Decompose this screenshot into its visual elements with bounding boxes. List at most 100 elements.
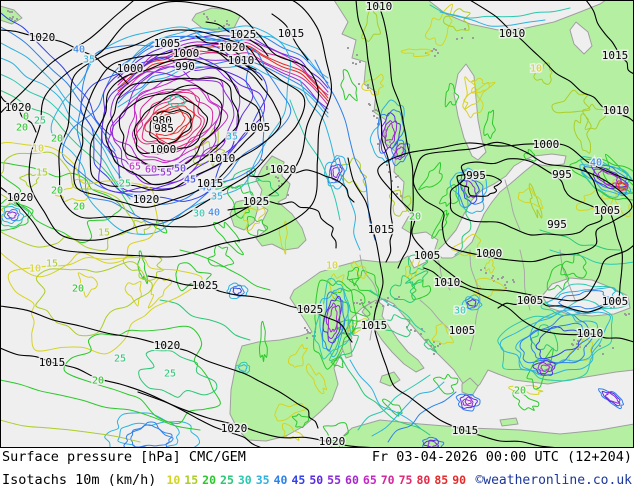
pressure-label: 1020 — [5, 101, 32, 114]
isotach-label: 40 — [208, 208, 220, 219]
pressure-label: 1015 — [361, 319, 388, 332]
isotach-label: 25 — [114, 354, 126, 365]
isotach-scale-value: 45 — [291, 473, 306, 487]
weather-map: 40 35 0 20 25 20 10 15 20 20 25 65 60 55 50 45 40 35 30 40 3… — [0, 0, 634, 463]
isotach-scale-value: 70 — [380, 473, 395, 487]
isotach-label: 65 — [129, 162, 141, 173]
pressure-label: 1005 — [602, 295, 629, 308]
isotach-scale-value: 75 — [398, 473, 413, 487]
pressure-label: 1025 — [243, 195, 270, 208]
pressure-label: 1020 — [29, 31, 56, 44]
pressure-label: 1010 — [499, 27, 526, 40]
isotach-label: 40 — [590, 158, 602, 169]
isotach-scale-value: 50 — [309, 473, 324, 487]
pressure-label: 1020 — [319, 435, 346, 448]
isotach-label: 0 — [23, 112, 29, 123]
pressure-label: 1015 — [602, 49, 629, 62]
isotach-color-scale: 10 15 20 25 30 35 40 45 50 55 60 65 70 75 80 85 90 — [166, 473, 466, 488]
isotach-scale-value: 25 — [220, 473, 234, 487]
isotach-label: 35 — [211, 192, 223, 203]
pressure-label: 1005 — [594, 204, 621, 217]
isotach-label: 10 — [29, 264, 41, 275]
isotach-label: 15 — [46, 259, 58, 270]
pressure-label: 1020 — [154, 339, 181, 352]
isotach-label: 35 — [226, 132, 238, 143]
valid-datetime: Fr 03-04-2026 00:00 UTC (12+204) — [371, 449, 632, 465]
pressure-label: 1010 — [603, 104, 630, 117]
pressure-label: 1015 — [452, 424, 479, 437]
isotach-label: 50 — [174, 164, 186, 175]
isotach-label: 30 — [193, 209, 205, 220]
pressure-title: Surface pressure [hPa] CMC/GEM — [2, 449, 246, 465]
isotach-label: 45 — [184, 175, 196, 186]
isotach-label: 20 — [409, 212, 421, 223]
pressure-label: 1025 — [192, 279, 219, 292]
pressure-label: 1000 — [533, 138, 560, 151]
pressure-label: 1000 — [173, 47, 200, 60]
isotach-scale-value: 20 — [202, 473, 217, 487]
isotach-label: 20 — [72, 284, 84, 295]
pressure-label: 1020 — [7, 191, 34, 204]
isotach-scale-value: 40 — [273, 473, 288, 487]
isotach-scale-value: 10 — [166, 473, 181, 487]
isotach-scale-value: 15 — [184, 473, 199, 487]
pressure-label: 1015 — [278, 27, 305, 40]
isotach-label: 15 — [36, 168, 48, 179]
pressure-label: 990 — [175, 60, 195, 73]
isotach-scale-value: 30 — [237, 473, 252, 487]
copyright: ©weatheronline.co.uk — [475, 473, 632, 488]
isotach-label: 60 — [145, 165, 157, 176]
pressure-label: 995 — [552, 168, 572, 181]
legend-bar: Surface pressure [hPa] CMC/GEM Fr 03-04-… — [0, 448, 634, 490]
isotach-scale-value: 80 — [416, 473, 431, 487]
isotach-label: 25 — [119, 179, 131, 190]
pressure-label: 1005 — [449, 324, 476, 337]
pressure-label: 1020 — [133, 193, 160, 206]
isotach-label: 20 — [16, 123, 28, 134]
pressure-label: 980 — [152, 114, 172, 127]
pressure-label: 1000 — [117, 62, 144, 75]
isotach-label: 10 — [326, 261, 338, 272]
pressure-label: 1025 — [297, 303, 324, 316]
pressure-label: 1005 — [244, 121, 271, 134]
pressure-label: 1010 — [577, 327, 604, 340]
pressure-label: 1000 — [150, 143, 177, 156]
isotach-label: 40 — [200, 183, 212, 194]
pressure-label: 995 — [547, 218, 567, 231]
isotach-scale-value: 90 — [452, 473, 467, 487]
pressure-label: 1010 — [366, 0, 393, 13]
isotach-label: 25 — [34, 116, 46, 127]
pressure-label: 1005 — [154, 37, 181, 50]
pressure-label: 1020 — [219, 41, 246, 54]
pressure-label: 1015 — [368, 223, 395, 236]
pressure-label: 1025 — [230, 28, 257, 41]
isotach-scale-value: 85 — [434, 473, 449, 487]
isotach-label: 20 — [51, 134, 63, 145]
isotach-label: 15 — [98, 228, 110, 239]
pressure-label: 995 — [466, 169, 486, 182]
pressure-label: 1010 — [434, 276, 461, 289]
isotach-label: 20 — [514, 386, 526, 397]
isotach-label: 25 — [164, 369, 176, 380]
isotach-scale-value: 55 — [327, 473, 342, 487]
isotach-label: 55 — [160, 168, 172, 179]
pressure-label: 1000 — [476, 247, 503, 260]
pressure-label: 1020 — [221, 422, 248, 435]
pressure-label: 1005 — [414, 249, 441, 262]
isotach-label: 10 — [32, 144, 44, 155]
pressure-label: 1015 — [39, 356, 66, 369]
isotach-label: 40 — [73, 45, 85, 56]
isotach-label: 30 — [454, 306, 466, 317]
isotach-label: 35 — [83, 55, 95, 66]
pressure-label: 985 — [154, 122, 174, 135]
isotach-title: Isotachs 10m (km/h) — [2, 472, 157, 488]
pressure-label: 1015 — [197, 177, 224, 190]
isotach-label: 20 — [73, 202, 85, 213]
isotach-scale-value: 35 — [255, 473, 270, 487]
isotach-label: 10 — [530, 64, 542, 75]
isotach-scale-value: 60 — [345, 473, 359, 487]
pressure-label: 1005 — [517, 294, 544, 307]
isotach-label: 20 — [51, 186, 63, 197]
